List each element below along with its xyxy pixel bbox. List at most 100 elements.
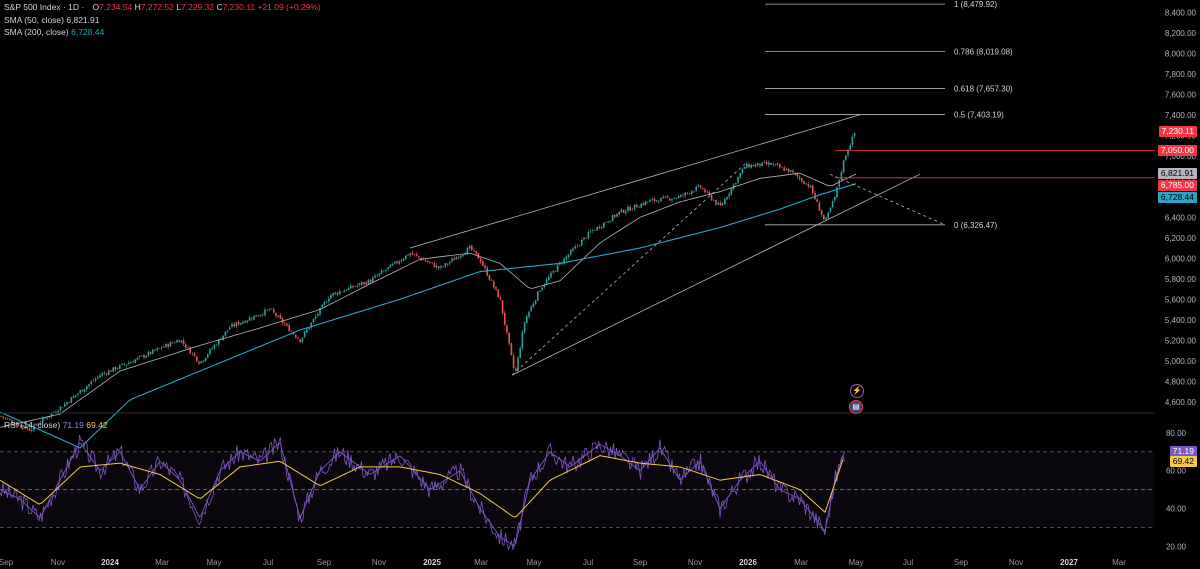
candle-body <box>537 291 539 301</box>
candle-body <box>345 289 348 291</box>
candle-body <box>457 257 460 259</box>
time-tick-label: Nov <box>51 558 65 567</box>
candle-body <box>233 324 235 327</box>
candle-body <box>592 230 594 232</box>
candle-body <box>512 355 515 368</box>
sma200-legend[interactable]: SMA (200, close) 6,728.44 <box>4 27 104 38</box>
candle-body <box>77 393 79 395</box>
candle-body <box>442 266 444 268</box>
candle-body <box>48 416 51 418</box>
candle-body <box>86 386 88 390</box>
candle-body <box>154 349 156 351</box>
candle-body <box>433 263 436 268</box>
sma50-legend[interactable]: SMA (50, close) 6,821.91 <box>4 15 99 26</box>
price-tick-label: 6,200.00 <box>1165 234 1197 243</box>
candle-body <box>741 168 744 174</box>
candle-body <box>99 375 101 378</box>
candle-body <box>706 191 708 193</box>
candle-body <box>666 196 669 198</box>
candle-body <box>620 209 623 213</box>
candle-body <box>545 279 548 285</box>
price-tick-label: 7,000.00 <box>1165 152 1197 161</box>
price-tick-label: 5,600.00 <box>1165 295 1197 304</box>
candle-body <box>42 418 44 423</box>
candle-body <box>585 237 587 239</box>
candle-body <box>686 192 689 194</box>
candle-body <box>721 203 724 206</box>
candle-body <box>792 170 794 173</box>
candle-body <box>94 378 97 381</box>
candle-body <box>83 389 86 392</box>
time-tick-label: Sep <box>317 558 332 567</box>
candle-body <box>829 207 832 212</box>
candle-body <box>519 348 521 358</box>
candle-body <box>17 423 20 426</box>
candle-body <box>231 323 233 328</box>
time-tick-label: Sep <box>0 558 14 567</box>
candle-body <box>145 355 147 358</box>
candle-body <box>416 254 418 256</box>
time-tick-label: Jul <box>903 558 913 567</box>
candle-body <box>710 194 713 201</box>
candle-body <box>543 284 546 287</box>
candle-body <box>556 264 559 272</box>
level-b-tag: 6,785.00 <box>1157 180 1197 191</box>
close-value: 7,230.11 <box>222 2 256 12</box>
candle-body <box>640 203 642 208</box>
candle-body <box>119 364 121 369</box>
rsi-value: 71.19 <box>62 420 84 430</box>
candle-body <box>427 261 429 263</box>
candle-body <box>486 267 488 276</box>
candle-body <box>193 353 196 357</box>
candle-body <box>389 264 392 268</box>
candle-body <box>653 198 656 201</box>
candle-body <box>339 291 341 295</box>
candle-body <box>576 245 579 247</box>
candle-body <box>462 254 464 257</box>
candle-body <box>160 347 163 349</box>
candle-body <box>504 312 506 325</box>
candle-body <box>807 184 810 187</box>
candle-body <box>301 337 304 342</box>
candle-body <box>662 196 664 198</box>
fib-label: 0.786 (8,019.08) <box>954 47 1013 56</box>
candle-body <box>361 282 363 285</box>
candle-body <box>35 423 37 426</box>
candle-body <box>149 351 152 354</box>
candle-body <box>167 344 169 347</box>
candle-body <box>306 329 308 333</box>
candle-body <box>587 232 590 239</box>
price-tick-label: 8,200.00 <box>1165 29 1197 38</box>
candle-body <box>468 246 471 249</box>
candle-body <box>13 423 15 425</box>
candle-body <box>818 202 821 211</box>
candle-body <box>820 210 823 215</box>
candle-body <box>572 248 574 251</box>
candle-body <box>625 211 627 214</box>
candle-body <box>187 347 189 348</box>
candle-body <box>398 261 400 264</box>
lightning-icon[interactable]: ⚡ <box>850 384 864 398</box>
time-tick-label: Jul <box>583 558 593 567</box>
rsi-tick-label: 60.00 <box>1166 467 1187 476</box>
candle-body <box>367 279 370 285</box>
candle-body <box>158 348 161 349</box>
candle-body <box>317 313 319 316</box>
time-tick-label: Mar <box>474 558 488 567</box>
rsi-legend[interactable]: RSI (14, close) 71.19 69.42 <box>4 420 108 431</box>
us-flag-icon[interactable]: ▤ <box>849 400 863 414</box>
candle-body <box>682 195 684 196</box>
candle-body <box>358 283 361 285</box>
candle-body <box>464 253 466 256</box>
candle-body <box>691 191 693 194</box>
candle-body <box>39 422 42 424</box>
candle-body <box>156 348 158 351</box>
candle-body <box>286 324 288 326</box>
rsi-ma-value: 69.42 <box>86 420 108 430</box>
candle-body <box>242 321 244 324</box>
candle-body <box>169 342 172 347</box>
candle-body <box>776 163 779 165</box>
candle-body <box>57 410 59 413</box>
candle-body <box>411 252 414 255</box>
